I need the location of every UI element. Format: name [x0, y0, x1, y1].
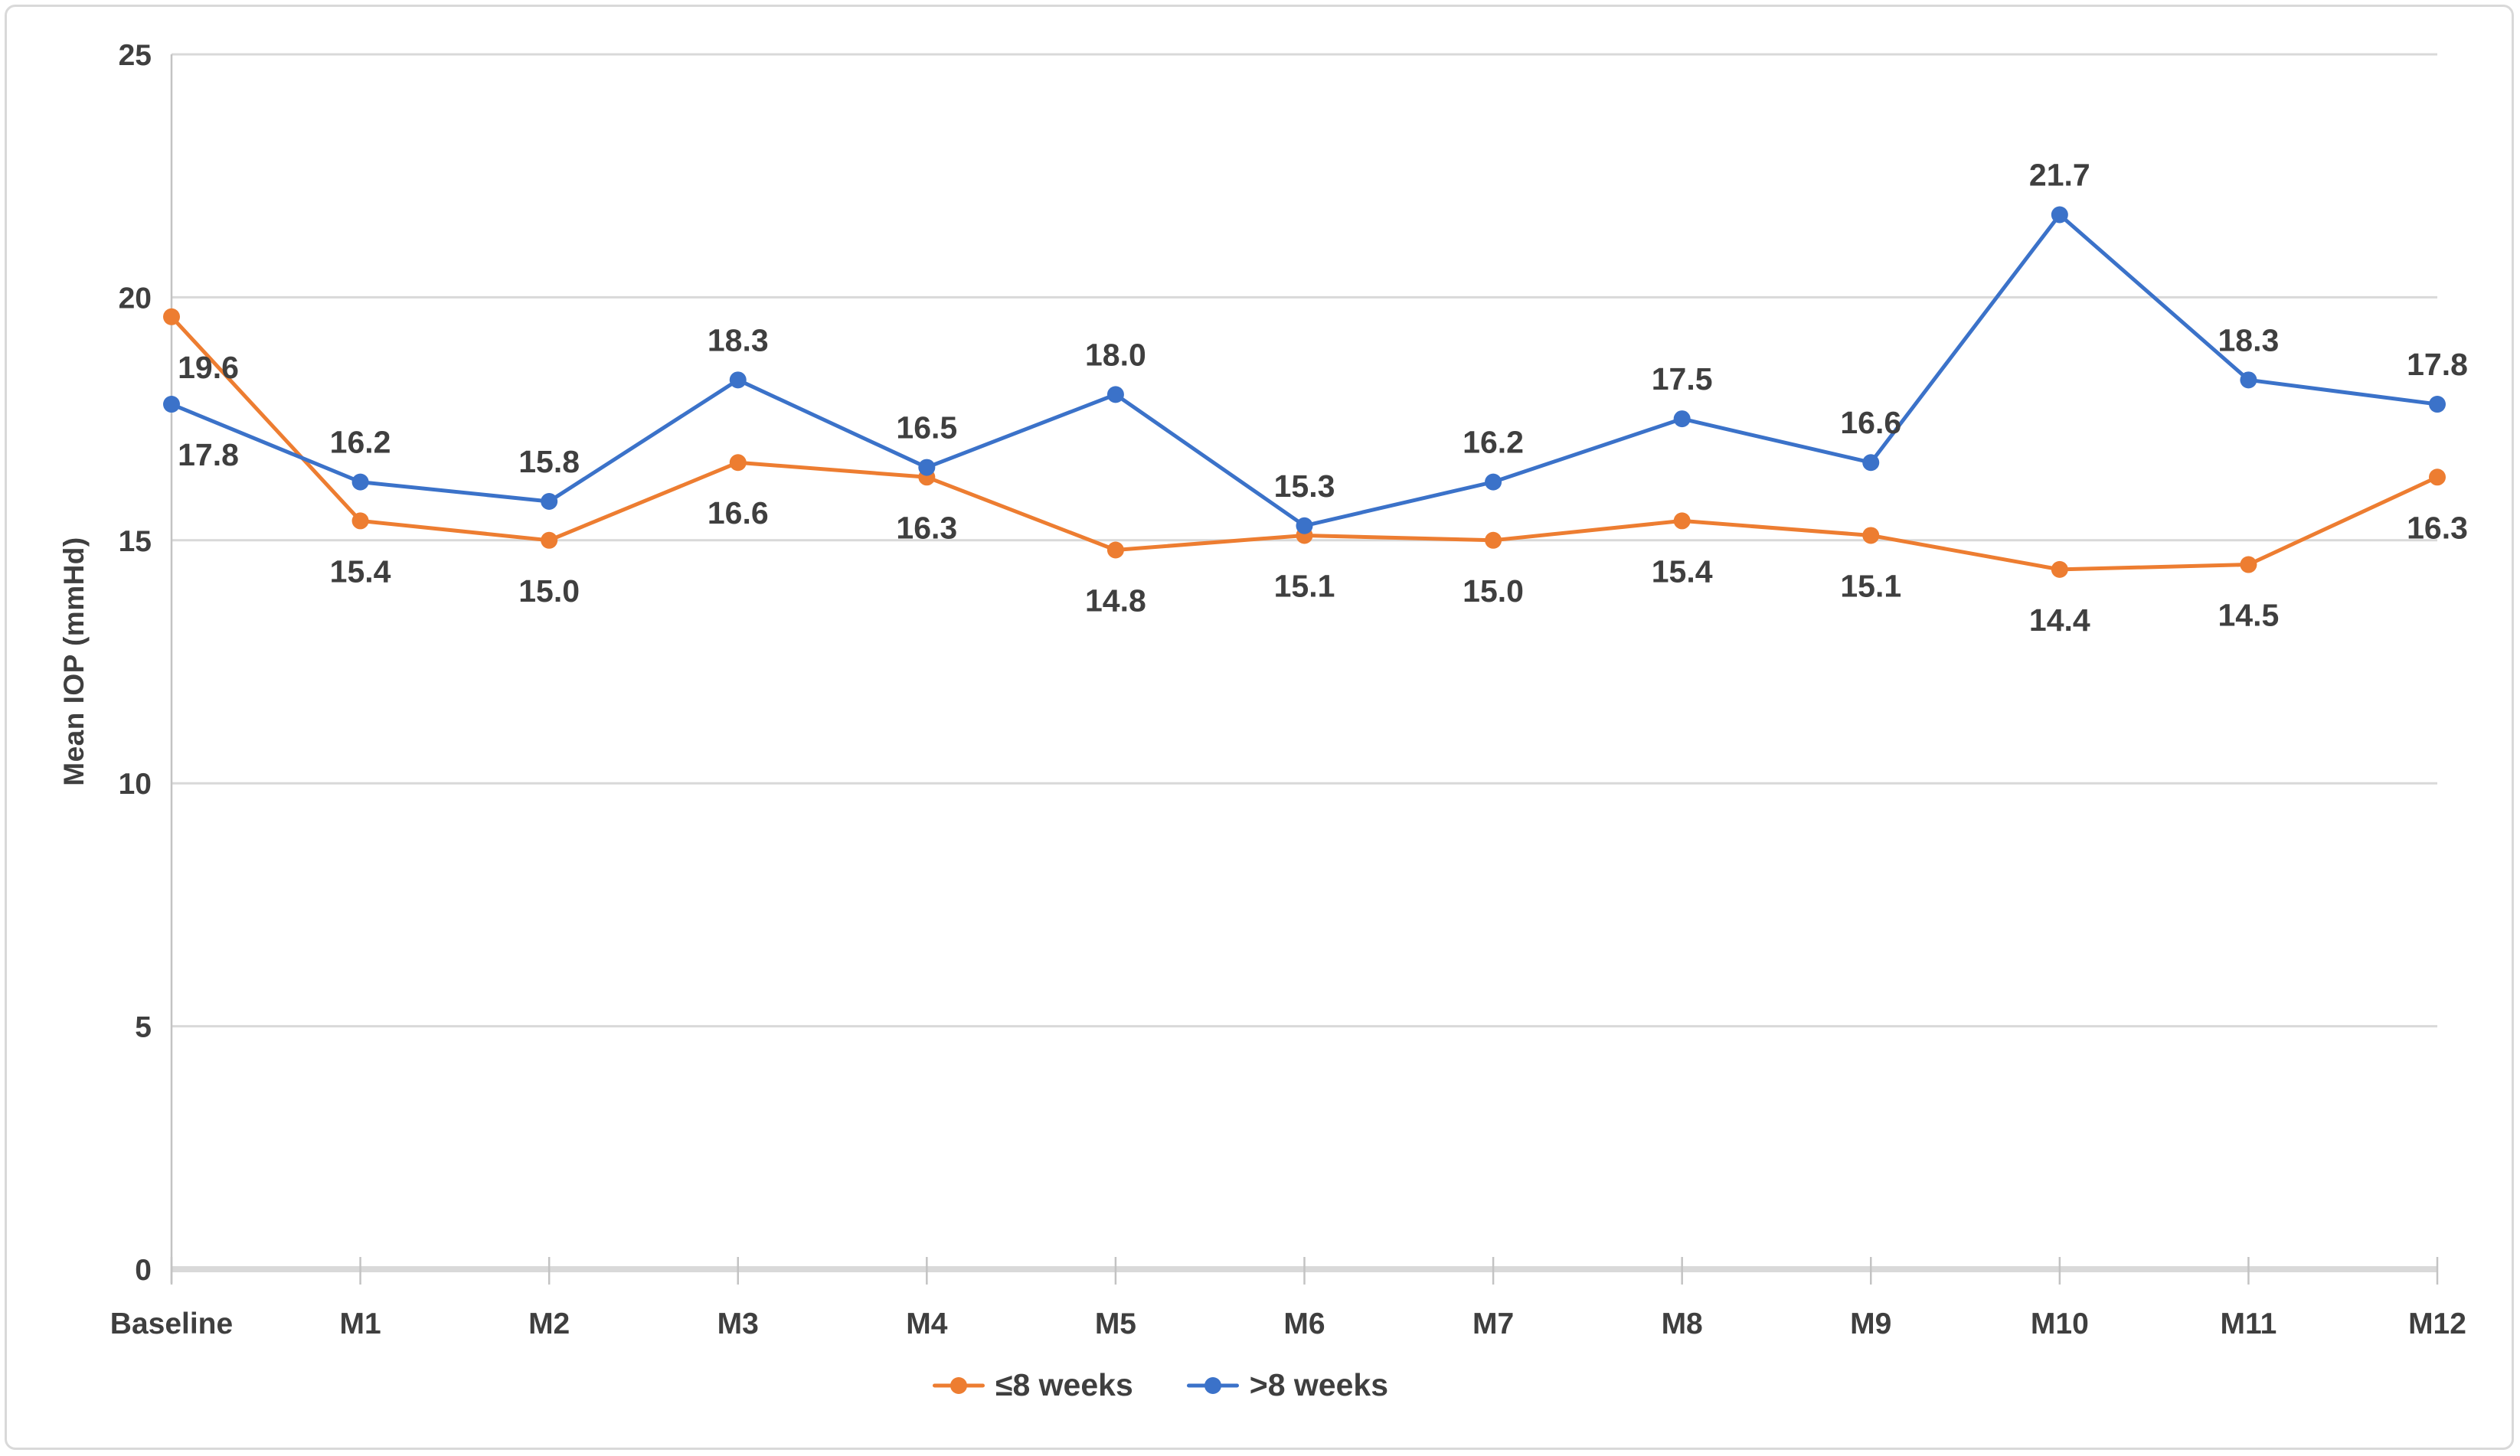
data-point: [1673, 512, 1691, 530]
legend: ≤8 weeks >8 weeks: [0, 1367, 2420, 1403]
data-point: [163, 396, 180, 413]
data-label: 15.8: [518, 444, 580, 479]
data-point: [2429, 396, 2446, 413]
legend-dot-swatch: [949, 1376, 967, 1394]
y-tick-label: 15: [119, 525, 152, 558]
data-point: [1106, 386, 1124, 403]
legend-item-le8-weeks: ≤8 weeks: [932, 1367, 1133, 1403]
data-label: 15.4: [1652, 553, 1713, 589]
line-marker-icon: [1186, 1376, 1239, 1395]
data-label: 15.3: [1274, 468, 1335, 504]
x-tick-label: M7: [1472, 1307, 1514, 1340]
data-point: [2429, 468, 2446, 486]
data-point: [1106, 541, 1124, 559]
legend-item-gt8-weeks: >8 weeks: [1186, 1367, 1389, 1403]
data-label: 16.2: [330, 425, 391, 460]
data-point: [351, 512, 369, 530]
x-tick-label: M11: [2221, 1307, 2277, 1340]
line-marker-icon: [932, 1376, 985, 1395]
data-label: 17.5: [1652, 361, 1713, 397]
y-tick-label: 5: [135, 1011, 152, 1044]
x-tick-label: M8: [1662, 1307, 1703, 1340]
data-label: 18.3: [2218, 322, 2280, 357]
data-point: [2051, 560, 2068, 578]
x-tick-label: M10: [2031, 1307, 2089, 1340]
data-point: [729, 454, 747, 472]
data-label: 14.4: [2029, 602, 2090, 638]
data-label: 21.7: [2029, 157, 2090, 192]
data-label: 16.3: [896, 510, 957, 545]
data-point: [918, 459, 936, 476]
y-tick-label: 10: [119, 768, 152, 801]
y-tick-label: 0: [135, 1254, 152, 1287]
y-tick-label: 20: [119, 282, 152, 315]
data-label: 15.1: [1274, 568, 1335, 603]
data-point: [541, 493, 558, 511]
data-label: 16.5: [896, 410, 957, 446]
data-label: 17.8: [178, 437, 239, 472]
data-label: 16.6: [708, 495, 769, 530]
legend-label: >8 weeks: [1249, 1367, 1389, 1402]
legend-label: ≤8 weeks: [995, 1367, 1133, 1402]
x-tick-label: Baseline: [110, 1307, 233, 1340]
x-tick-label: M6: [1283, 1307, 1325, 1340]
data-label: 16.6: [1840, 405, 1901, 440]
data-label: 15.0: [518, 573, 580, 609]
data-point: [351, 473, 369, 491]
data-label: 14.5: [2218, 598, 2280, 633]
data-point: [1485, 473, 1502, 491]
x-tick-label: M3: [717, 1307, 759, 1340]
legend-dot-swatch: [1204, 1376, 1221, 1394]
x-tick-label: M9: [1850, 1307, 1891, 1340]
data-point: [2240, 556, 2257, 573]
x-tick-label: M12: [2408, 1307, 2466, 1340]
data-label: 18.3: [708, 322, 769, 357]
data-point: [1862, 454, 1880, 472]
data-label: 15.1: [1840, 568, 1901, 603]
data-label: 19.6: [178, 350, 239, 385]
data-point: [1673, 410, 1691, 428]
data-point: [1485, 531, 1502, 549]
data-point: [729, 371, 747, 389]
data-label: 16.2: [1463, 425, 1524, 460]
x-tick-label: M1: [339, 1307, 381, 1340]
x-tick-label: M2: [528, 1307, 570, 1340]
data-label: 16.3: [2407, 510, 2468, 545]
data-point: [1862, 527, 1880, 544]
data-point: [1296, 517, 1313, 534]
y-axis-title: Mean IOP (mmHd): [58, 537, 90, 786]
x-tick-label: M5: [1095, 1307, 1136, 1340]
data-label: 14.8: [1085, 583, 1146, 618]
y-tick-label: 25: [119, 39, 152, 72]
data-point: [2051, 206, 2068, 224]
data-label: 18.0: [1085, 337, 1146, 372]
data-label: 15.4: [330, 553, 391, 589]
data-point: [163, 308, 180, 325]
data-point: [541, 531, 558, 549]
x-tick-label: M4: [906, 1307, 947, 1340]
data-label: 15.0: [1463, 573, 1524, 609]
data-label: 17.8: [2407, 347, 2468, 382]
data-point: [2240, 371, 2257, 389]
